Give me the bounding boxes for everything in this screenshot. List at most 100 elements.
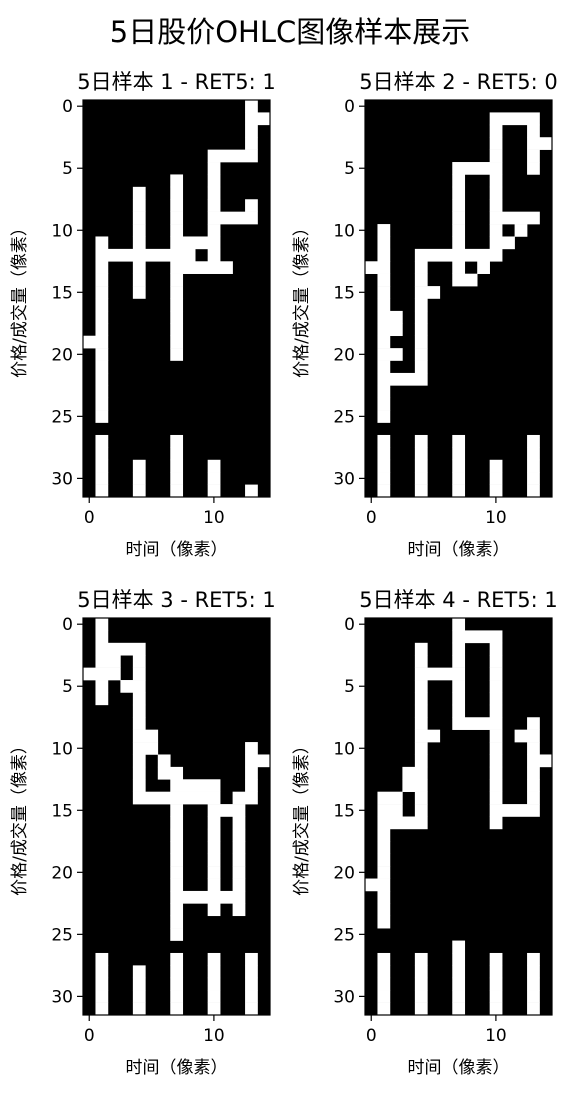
pixel-run: [452, 704, 466, 718]
pixel-run: [95, 434, 109, 448]
pixel-run: [207, 903, 221, 917]
pixel-run: [95, 273, 109, 287]
pixel-run: [245, 779, 258, 792]
pixel-run: [170, 310, 184, 324]
pixel-run: [414, 977, 428, 991]
pixel-run: [95, 348, 109, 361]
pixel-run: [170, 816, 184, 830]
pixel-run: [170, 273, 184, 287]
pixel-run: [414, 261, 428, 274]
pixel-run: [132, 766, 146, 780]
pixel-run: [170, 472, 184, 485]
pixel-run: [452, 940, 466, 954]
pixel-run: [452, 224, 466, 237]
pixel-run: [120, 680, 146, 693]
pixel-run: [527, 447, 540, 461]
pixel-run: [95, 310, 109, 324]
pixel-run: [489, 112, 540, 126]
pixel-run: [232, 841, 246, 855]
pixel-run: [377, 310, 403, 324]
y-axis-label: 价格/成交量（像素）: [10, 219, 30, 378]
pixel-run: [377, 484, 391, 498]
pixel-run: [245, 1002, 258, 1016]
pixel-run: [489, 186, 503, 200]
pixel-run: [489, 816, 503, 830]
pixel-run: [377, 372, 428, 386]
pixel-run: [377, 952, 391, 966]
y-tick-label: 20: [333, 863, 355, 883]
pixel-run: [489, 459, 503, 473]
pixel-run: [377, 298, 391, 312]
pixel-run: [452, 990, 466, 1003]
x-tick-label: 0: [84, 1026, 95, 1046]
pixel-run: [207, 866, 221, 879]
y-tick-label: 5: [62, 677, 73, 697]
chart-panels: 5日样本 1 - RET5: 10 10051015202530时间（像素）价格/…: [10, 70, 558, 1078]
x-tick-label: 0: [84, 508, 95, 528]
pixel-run: [245, 754, 271, 768]
pixel-run: [414, 952, 428, 966]
pixel-run: [207, 186, 221, 200]
pixel-run: [489, 224, 503, 237]
pixel-run: [132, 667, 146, 681]
pixel-run: [95, 286, 109, 299]
y-tick-label: 5: [62, 159, 73, 179]
y-tick-label: 10: [51, 739, 73, 759]
pixel-run: [377, 385, 391, 399]
pixel-run: [414, 286, 441, 299]
pixel-run: [489, 965, 503, 979]
pixel-run: [452, 717, 503, 730]
pixel-run: [489, 484, 503, 498]
pixel-run: [170, 890, 246, 904]
pixel-run: [402, 766, 428, 780]
pixel-run: [414, 484, 428, 498]
pixel-run: [207, 841, 221, 855]
y-tick-label: 5: [344, 159, 355, 179]
pixel-run: [489, 977, 503, 991]
pixel-run: [132, 729, 159, 743]
axes-frame: [82, 99, 271, 498]
y-tick-label: 10: [51, 221, 73, 241]
y-tick-label: 30: [333, 987, 355, 1007]
pixel-run: [207, 248, 221, 262]
pixel-run: [489, 667, 503, 681]
pixel-run: [377, 348, 403, 361]
pixel-run: [207, 484, 221, 498]
pixel-run: [527, 990, 540, 1003]
pixel-run: [489, 990, 503, 1003]
pixel-run: [527, 791, 540, 805]
pixel-run: [489, 137, 503, 150]
pixel-run: [377, 447, 391, 461]
pixel-run: [207, 816, 221, 830]
pixel-run: [95, 965, 109, 979]
pixel-run: [414, 472, 428, 485]
pixel-run: [527, 472, 540, 485]
y-tick-label: 15: [51, 283, 73, 303]
pixel-run: [170, 977, 184, 991]
pixel-run: [232, 903, 246, 917]
pixel-run: [170, 261, 233, 274]
pixel-run: [170, 990, 184, 1003]
pixel-run: [95, 952, 109, 966]
pixel-run: [414, 447, 428, 461]
pixel-run: [452, 952, 466, 966]
pixel-run: [207, 828, 221, 842]
pixel-run: [489, 754, 503, 768]
pixel-run: [377, 977, 391, 991]
pixel-run: [95, 236, 109, 250]
pixel-run: [489, 704, 503, 718]
pixel-run: [170, 878, 184, 892]
pixel-run: [132, 199, 146, 212]
pixel-run: [452, 680, 466, 693]
pixel-run: [245, 952, 258, 966]
pixel-run: [377, 915, 391, 929]
pixel-run: [95, 459, 109, 473]
pixel-run: [377, 990, 391, 1003]
pixel-run: [452, 642, 466, 656]
pixel-run: [232, 866, 246, 879]
pixel-run: [95, 655, 121, 668]
pixel-run: [132, 990, 146, 1003]
pixel-run: [489, 655, 503, 668]
pixel-run: [489, 729, 503, 743]
